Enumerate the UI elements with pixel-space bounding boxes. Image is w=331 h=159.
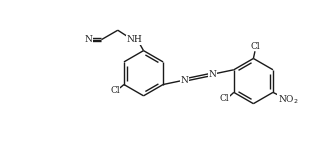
Text: NH: NH [126,35,142,44]
Text: Cl: Cl [219,94,229,103]
Text: N: N [180,76,188,85]
Text: N: N [84,35,92,44]
Text: Cl: Cl [250,42,260,51]
Text: Cl: Cl [110,86,120,95]
Text: N: N [209,70,216,79]
Text: NO$_2$: NO$_2$ [278,93,299,106]
